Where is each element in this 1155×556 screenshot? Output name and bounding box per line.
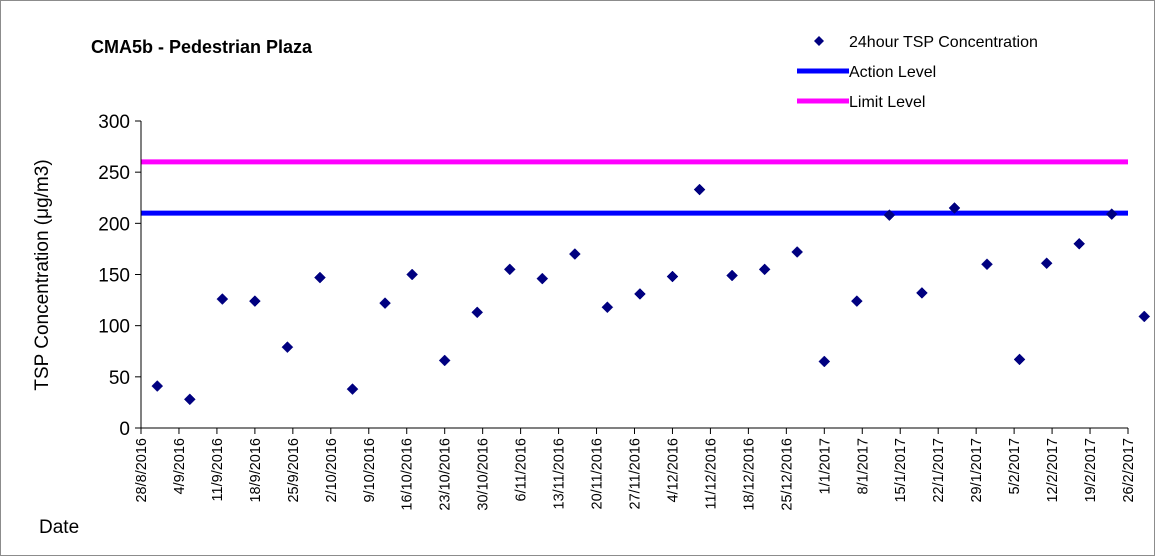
data-point <box>281 341 294 354</box>
x-tick-label: 28/8/2016 <box>134 438 150 503</box>
x-tick-label: 4/12/2016 <box>665 438 681 503</box>
y-tick-label: 300 <box>98 112 130 133</box>
x-tick-label: 5/2/2017 <box>1007 438 1023 494</box>
data-point <box>883 209 896 222</box>
x-tick-label: 25/12/2016 <box>779 438 795 511</box>
x-tick-label: 30/10/2016 <box>476 438 492 511</box>
data-point <box>850 295 863 307</box>
x-tick-label: 18/12/2016 <box>741 438 757 511</box>
x-tick-label: 8/1/2017 <box>855 438 871 494</box>
legend-label-24hour-tsp-concentration: 24hour TSP Concentration <box>849 34 1038 51</box>
data-point <box>183 393 196 406</box>
x-tick-label: 16/10/2016 <box>400 438 416 511</box>
data-point <box>948 202 961 214</box>
x-tick-label: 20/11/2016 <box>590 438 606 510</box>
data-point <box>758 263 771 276</box>
x-tick-label: 18/9/2016 <box>248 438 264 503</box>
data-point <box>1105 208 1118 220</box>
data-point <box>791 246 804 258</box>
x-tick-label: 22/1/2017 <box>931 438 947 503</box>
data-point <box>916 287 928 299</box>
data-point <box>216 293 229 305</box>
data-point <box>1073 237 1086 250</box>
x-tick-label: 2/10/2016 <box>324 438 340 503</box>
data-point <box>666 270 679 283</box>
x-tick-label: 4/9/2016 <box>172 438 188 494</box>
y-tick-label: 50 <box>109 368 130 389</box>
x-tick-label: 9/10/2016 <box>362 438 378 503</box>
legend-marker-24hour-tsp-concentration <box>814 36 824 46</box>
x-tick-label: 13/11/2016 <box>552 438 568 510</box>
data-point <box>314 271 326 284</box>
data-point <box>726 269 738 282</box>
data-point <box>1040 257 1053 270</box>
data-point <box>634 288 646 300</box>
legend: 24hour TSP Concentration Action Level Limi… <box>797 34 1038 111</box>
y-tick-label: 0 <box>119 419 130 440</box>
x-tick-label: 1/1/2017 <box>817 438 833 494</box>
data-point <box>471 306 484 319</box>
x-tick-label: 27/11/2016 <box>628 438 644 510</box>
data-point <box>503 263 516 276</box>
x-axis-label: Date <box>39 517 79 538</box>
x-tick-label: 15/1/2017 <box>893 438 909 503</box>
y-tick-label: 200 <box>98 214 130 235</box>
reference-lines <box>141 159 1128 216</box>
data-point <box>151 380 164 392</box>
chart-title: CMA5b - Pedestrian Plaza <box>91 37 313 57</box>
data-point <box>346 383 359 395</box>
x-tick-label: 12/2/2017 <box>1045 438 1061 503</box>
legend-label-action-level: Action Level <box>849 64 936 81</box>
x-tick-label: 6/11/2016 <box>514 438 530 501</box>
y-axis-label: TSP Concentration (μg/m3) <box>32 159 53 390</box>
data-point <box>438 354 451 367</box>
data-points <box>151 183 1151 406</box>
x-tick-label: 29/1/2017 <box>969 438 985 503</box>
data-point <box>406 268 419 281</box>
y-tick-label: 150 <box>98 266 130 287</box>
data-point <box>249 295 261 307</box>
data-point <box>536 272 549 285</box>
y-tick-label: 100 <box>98 317 130 338</box>
data-point <box>981 258 993 271</box>
data-point <box>1138 310 1151 323</box>
data-point <box>379 297 391 310</box>
x-tick-label: 23/10/2016 <box>438 438 454 511</box>
axes: 0 50 100 150 200 250 300 28/8/2016 4/9/2016 11/9/… <box>98 112 1137 511</box>
x-tick-label: 26/2/2017 <box>1121 438 1137 503</box>
y-tick-label: 250 <box>98 163 130 184</box>
data-point <box>818 355 831 368</box>
x-tick-label: 19/2/2017 <box>1083 438 1099 503</box>
x-tick-label: 25/9/2016 <box>286 438 302 503</box>
data-point <box>568 248 581 260</box>
legend-label-limit-level: Limit Level <box>849 94 925 111</box>
data-point <box>1013 353 1026 366</box>
data-point <box>693 183 706 196</box>
data-point <box>601 301 614 314</box>
x-tick-label: 11/12/2016 <box>703 438 719 510</box>
x-tick-label: 11/9/2016 <box>210 438 226 501</box>
